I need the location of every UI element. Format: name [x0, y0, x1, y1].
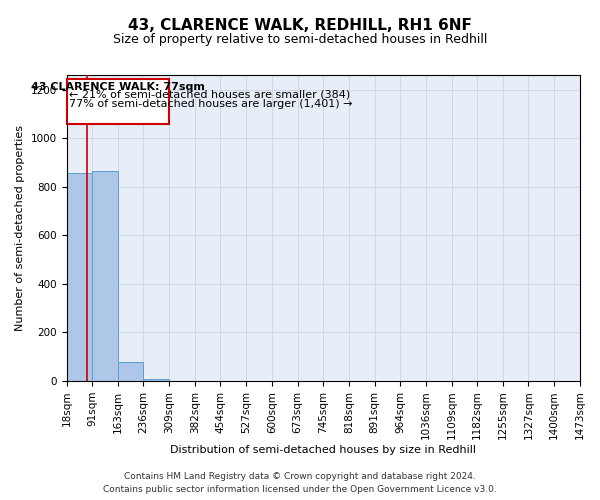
X-axis label: Distribution of semi-detached houses by size in Redhill: Distribution of semi-detached houses by … — [170, 445, 476, 455]
Text: 77% of semi-detached houses are larger (1,401) →: 77% of semi-detached houses are larger (… — [70, 98, 353, 108]
Text: Size of property relative to semi-detached houses in Redhill: Size of property relative to semi-detach… — [113, 32, 487, 46]
Text: 43, CLARENCE WALK, REDHILL, RH1 6NF: 43, CLARENCE WALK, REDHILL, RH1 6NF — [128, 18, 472, 32]
Text: ← 21% of semi-detached houses are smaller (384): ← 21% of semi-detached houses are smalle… — [70, 90, 350, 100]
Text: Contains public sector information licensed under the Open Government Licence v3: Contains public sector information licen… — [103, 485, 497, 494]
FancyBboxPatch shape — [67, 78, 169, 124]
Y-axis label: Number of semi-detached properties: Number of semi-detached properties — [15, 125, 25, 331]
Bar — [118, 362, 143, 381]
Text: 43 CLARENCE WALK: 77sqm: 43 CLARENCE WALK: 77sqm — [31, 82, 205, 92]
Bar — [92, 171, 118, 381]
Bar — [143, 378, 169, 381]
Text: Contains HM Land Registry data © Crown copyright and database right 2024.: Contains HM Land Registry data © Crown c… — [124, 472, 476, 481]
Bar — [67, 174, 92, 381]
